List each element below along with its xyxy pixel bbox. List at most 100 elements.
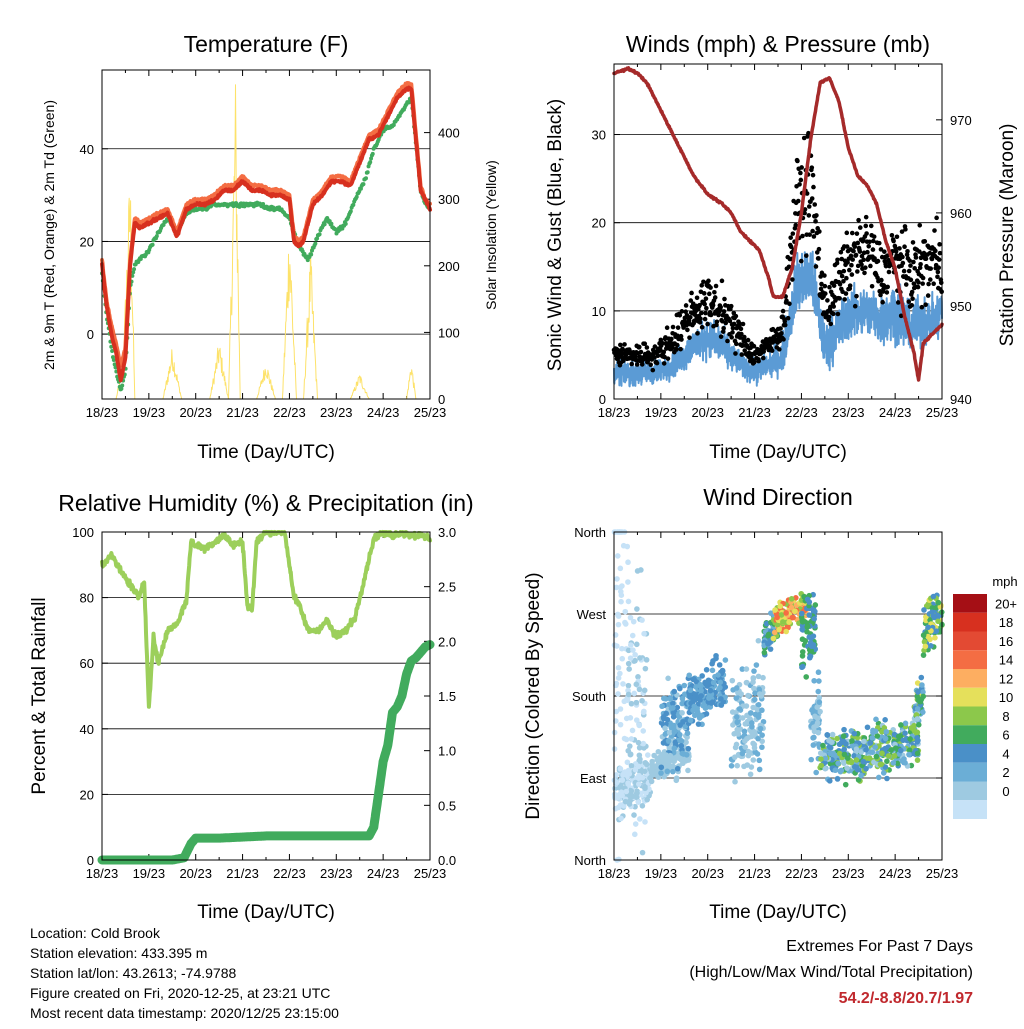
- direction-point: [869, 735, 876, 741]
- gust-point: [785, 315, 791, 321]
- gust-point: [840, 289, 845, 295]
- gust-point: [885, 284, 890, 290]
- gust-point: [857, 225, 863, 230]
- direction-point: [640, 728, 647, 734]
- gust-point: [811, 184, 816, 190]
- direction-point: [613, 680, 620, 687]
- direction-point: [625, 598, 632, 605]
- direction-point: [799, 653, 806, 659]
- direction-point: [632, 657, 638, 664]
- direction-point: [816, 699, 823, 705]
- direction-point: [642, 760, 649, 766]
- direction-point: [687, 717, 694, 724]
- gust-point: [751, 343, 757, 349]
- direction-point: [621, 735, 628, 742]
- y-tick-label: 20: [592, 216, 606, 231]
- direction-point: [851, 730, 858, 737]
- y-tick-label: East: [580, 771, 606, 786]
- direction-point: [628, 762, 635, 769]
- direction-point: [822, 765, 829, 772]
- gust-point: [911, 259, 916, 265]
- direction-point: [778, 612, 785, 618]
- winds-ylabel-right: Station Pressure (Maroon): [997, 124, 1018, 347]
- gust-point: [923, 302, 928, 307]
- direction-point: [627, 655, 634, 661]
- direction-point: [670, 705, 676, 711]
- dewpoint-point: [112, 362, 117, 367]
- direction-point: [613, 772, 619, 778]
- humidity-plot: 18/23 19/23 20/23 21/23 22/23 23/23 24/23 25/23…: [72, 525, 456, 881]
- gust-point: [907, 258, 912, 263]
- x-tick-label: 24/23: [367, 405, 400, 420]
- winds-frame: [613, 63, 943, 400]
- gust-point: [835, 311, 841, 317]
- direction-point: [882, 764, 889, 770]
- direction-point: [669, 757, 675, 764]
- humidity-ylabel: Percent & Total Rainfall: [29, 597, 50, 794]
- gust-point: [818, 274, 823, 279]
- gust-point: [718, 334, 724, 339]
- gust-point: [841, 268, 847, 274]
- gust-point: [679, 337, 684, 342]
- direction-point: [685, 745, 692, 752]
- direction-point: [612, 795, 618, 801]
- gust-point: [664, 325, 670, 330]
- direction-point: [692, 697, 698, 703]
- direction-point: [919, 682, 925, 688]
- direction-point: [691, 691, 698, 697]
- gust-point: [784, 298, 789, 303]
- direction-point: [624, 543, 631, 550]
- direction-point: [626, 743, 633, 749]
- direction-point: [861, 738, 867, 745]
- gust-point: [652, 355, 657, 360]
- x-tick-label: 23/23: [832, 866, 865, 881]
- gust-point: [861, 257, 866, 263]
- gust-point: [713, 283, 719, 289]
- direction-point: [636, 781, 642, 787]
- gust-point: [825, 298, 830, 303]
- direction-point: [664, 768, 671, 775]
- x-tick-label: 23/23: [320, 405, 353, 420]
- direction-point: [927, 643, 934, 649]
- direction-point: [617, 588, 624, 595]
- direction-point: [930, 613, 937, 619]
- direction-point: [674, 754, 680, 760]
- x-tick-label: 20/23: [691, 405, 724, 420]
- direction-point: [671, 745, 678, 752]
- direction-point: [751, 685, 757, 692]
- direction-point: [626, 666, 632, 672]
- direction-point: [776, 626, 782, 633]
- gust-point: [819, 281, 824, 287]
- direction-point: [844, 755, 851, 761]
- direction-point: [679, 755, 686, 762]
- direction-point: [812, 602, 819, 608]
- direction-point: [921, 607, 927, 613]
- elevation-text: Station elevation: 433.395 m: [30, 945, 207, 961]
- colorbar-label: 12: [999, 671, 1013, 686]
- dewpoint-point: [363, 176, 368, 181]
- relative-humidity-line: [100, 530, 432, 709]
- gust-point: [798, 258, 804, 264]
- gust-point: [698, 310, 704, 316]
- gust-point: [786, 264, 792, 270]
- gust-point: [697, 302, 702, 308]
- gust-point: [723, 320, 729, 326]
- direction-point: [760, 674, 766, 681]
- gust-point: [798, 177, 804, 183]
- gust-point: [800, 233, 805, 239]
- direction-point: [790, 614, 796, 621]
- direction-point: [832, 767, 839, 774]
- direction-point: [627, 614, 634, 621]
- gust-point: [683, 309, 688, 315]
- gust-point: [707, 291, 712, 297]
- gust-point: [804, 253, 809, 258]
- direction-point: [637, 816, 643, 822]
- gust-point: [872, 256, 877, 261]
- gust-point: [703, 310, 708, 316]
- direction-point: [935, 599, 942, 606]
- direction-point: [615, 675, 622, 681]
- direction-point: [734, 719, 741, 726]
- direction-point: [752, 711, 759, 718]
- direction-point: [826, 778, 833, 784]
- direction-point: [809, 707, 815, 713]
